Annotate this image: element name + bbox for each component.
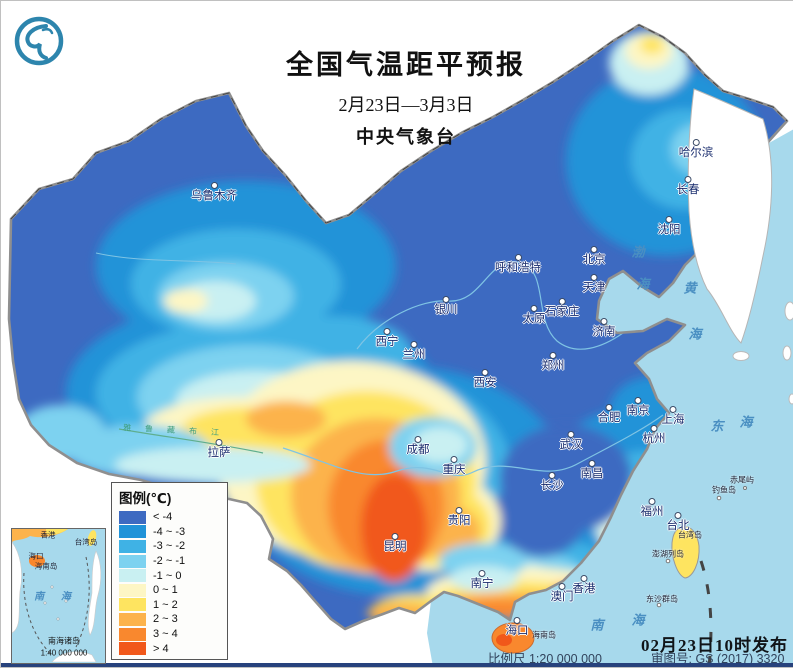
sea-name-char: 海	[631, 612, 645, 628]
nine-dash-line	[699, 560, 713, 667]
legend-item: -2 ~ -1	[119, 554, 227, 569]
island-label: 东沙群岛	[646, 594, 678, 604]
inset-taiwan	[87, 530, 97, 546]
legend-title: 图例(℃)	[119, 491, 172, 506]
forecast-date-range: 2月23日—3月3日	[338, 95, 474, 115]
legend-swatch	[119, 525, 146, 539]
legend-item: < -4	[119, 510, 227, 525]
inset-islet	[64, 599, 68, 603]
legend-label: -1 ~ 0	[153, 569, 182, 582]
japan-islet-2	[782, 345, 792, 361]
legend-swatch	[119, 598, 146, 612]
inset-label: 1:40 000 000	[40, 648, 88, 658]
legend-swatch	[119, 510, 146, 524]
legend-label: -3 ~ -2	[153, 540, 186, 553]
legend-item: > 4	[119, 641, 227, 656]
legend-item: -1 ~ 0	[119, 568, 227, 583]
jeju-island	[732, 351, 750, 361]
japan-islet-1	[784, 301, 793, 321]
sea-name-char: 海	[636, 276, 650, 292]
japan-islet-3	[788, 393, 793, 405]
island-label: 澎湖列岛	[652, 549, 684, 559]
inset-label: 香港	[40, 530, 56, 540]
legend: 图例(℃) < -4 -4 ~ -3 -3 ~ -2 -2 ~ -1 -1 ~ 0 0 ~…	[111, 482, 228, 660]
legend-item: 0 ~ 1	[119, 583, 227, 598]
inset-hainan	[29, 555, 45, 567]
legend-label: -4 ~ -3	[153, 525, 186, 538]
map-approval-number: 审图号: GS (2017) 3320号	[651, 652, 785, 666]
dongsha-islet	[656, 602, 662, 608]
inset-label: 海口	[28, 551, 44, 561]
inset-label: 南海诸岛	[48, 636, 80, 646]
legend-label: -2 ~ -1	[153, 555, 186, 568]
south-china-sea-inset: 香港台湾岛海口 海南岛南 海南海诸岛 1:40 000 000	[11, 528, 106, 664]
penghu-islet	[665, 558, 671, 564]
legend-swatch	[119, 642, 146, 656]
sea-name-char: 东	[710, 418, 724, 434]
legend-item: 3 ~ 4	[119, 627, 227, 642]
legend-label: 0 ~ 1	[153, 584, 178, 597]
hainan-core	[496, 634, 512, 646]
inset-label: 海南岛	[34, 561, 58, 571]
inset-islet	[43, 601, 47, 605]
yellow-river	[356, 261, 624, 350]
inset-map-art	[12, 529, 104, 662]
inset-islet	[50, 585, 54, 589]
legend-swatch	[119, 612, 146, 626]
island-label: 钓鱼岛	[712, 485, 736, 495]
sea-name-char: 渤	[631, 244, 645, 260]
legend-swatch	[119, 583, 146, 597]
inset-philippines	[88, 550, 102, 636]
inset-vietnam-coast	[12, 541, 22, 634]
diaoyu-islet	[716, 495, 722, 501]
sea-name-char: 海	[688, 326, 702, 342]
chiwei-islet	[743, 486, 747, 490]
cma-logo	[13, 15, 65, 72]
legend-item: -4 ~ -3	[119, 525, 227, 540]
tarim-river	[95, 252, 237, 265]
release-time: 02月23日10时发布	[641, 636, 788, 655]
legend-swatch	[119, 627, 146, 641]
inset-nine-dash-right	[75, 556, 90, 648]
bottom-frame-bar	[1, 663, 793, 667]
korea-peninsula	[687, 88, 773, 344]
legend-item: 2 ~ 3	[119, 612, 227, 627]
inset-coast-yellow	[46, 529, 68, 535]
legend-label: 2 ~ 3	[153, 613, 178, 626]
sea-name-char: 海	[739, 414, 753, 430]
legend-label: 3 ~ 4	[153, 628, 178, 641]
china-border-dashes	[10, 24, 788, 224]
legend-label: > 4	[153, 642, 169, 655]
island-label: 海南岛	[532, 630, 556, 640]
inset-islet	[56, 617, 60, 621]
legend-item: -3 ~ -2	[119, 539, 227, 554]
sea-name-char: 黄	[683, 280, 697, 296]
legend-swatch	[119, 539, 146, 553]
inset-label: 南 海	[34, 591, 78, 603]
inset-label: 台湾岛	[74, 537, 98, 547]
island-label: 赤尾屿	[730, 475, 754, 485]
yarlung-river	[118, 428, 264, 454]
legend-swatch	[119, 554, 146, 568]
legend-label: 1 ~ 2	[153, 598, 178, 611]
inset-nine-dash-left	[23, 572, 51, 654]
yangtze-river	[282, 414, 664, 477]
issuing-agency: 中央气象台	[356, 127, 456, 147]
title-block: 全国气温距平预报 2月23日—3月3日 中央气象台	[286, 43, 526, 149]
cma-swirl-icon	[14, 16, 64, 66]
island-label: 台湾岛	[678, 530, 702, 540]
map-title: 全国气温距平预报	[286, 50, 526, 80]
sea-name-char: 南	[590, 617, 604, 633]
legend-swatch	[119, 569, 146, 583]
inset-borneo	[51, 651, 97, 662]
taiwan-island	[671, 526, 700, 579]
legend-item: 1 ~ 2	[119, 598, 227, 613]
map-scale: 比例尺 1:20 000 000	[488, 652, 602, 666]
legend-label: < -4	[153, 511, 173, 524]
